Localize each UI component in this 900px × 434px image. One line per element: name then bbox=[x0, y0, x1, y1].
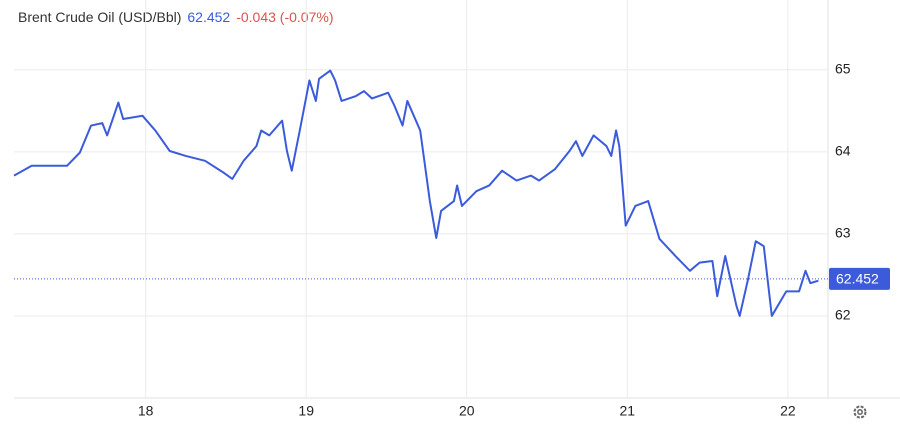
chart-title: Brent Crude Oil (USD/Bbl) bbox=[18, 9, 182, 25]
y-tick-label: 65 bbox=[835, 60, 851, 76]
last-value-box bbox=[829, 267, 890, 290]
last-value: 62.452 bbox=[187, 9, 231, 25]
y-tick-label: 63 bbox=[835, 225, 851, 241]
x-tick-label: 22 bbox=[780, 403, 796, 419]
last-value-label: 62.452 bbox=[836, 271, 879, 287]
x-tick-label: 20 bbox=[459, 403, 475, 419]
x-tick-label: 21 bbox=[620, 403, 636, 419]
x-tick-label: 18 bbox=[138, 403, 154, 419]
header: Brent Crude Oil (USD/Bbl) 62.452 -0.043 … bbox=[18, 9, 334, 25]
change: -0.043 (-0.07%) bbox=[236, 9, 334, 25]
settings-icon[interactable] bbox=[853, 405, 867, 419]
x-tick-label: 19 bbox=[298, 403, 314, 419]
price-line bbox=[13, 69, 819, 317]
y-tick-label: 64 bbox=[835, 143, 851, 159]
y-tick-label: 62 bbox=[835, 307, 851, 323]
